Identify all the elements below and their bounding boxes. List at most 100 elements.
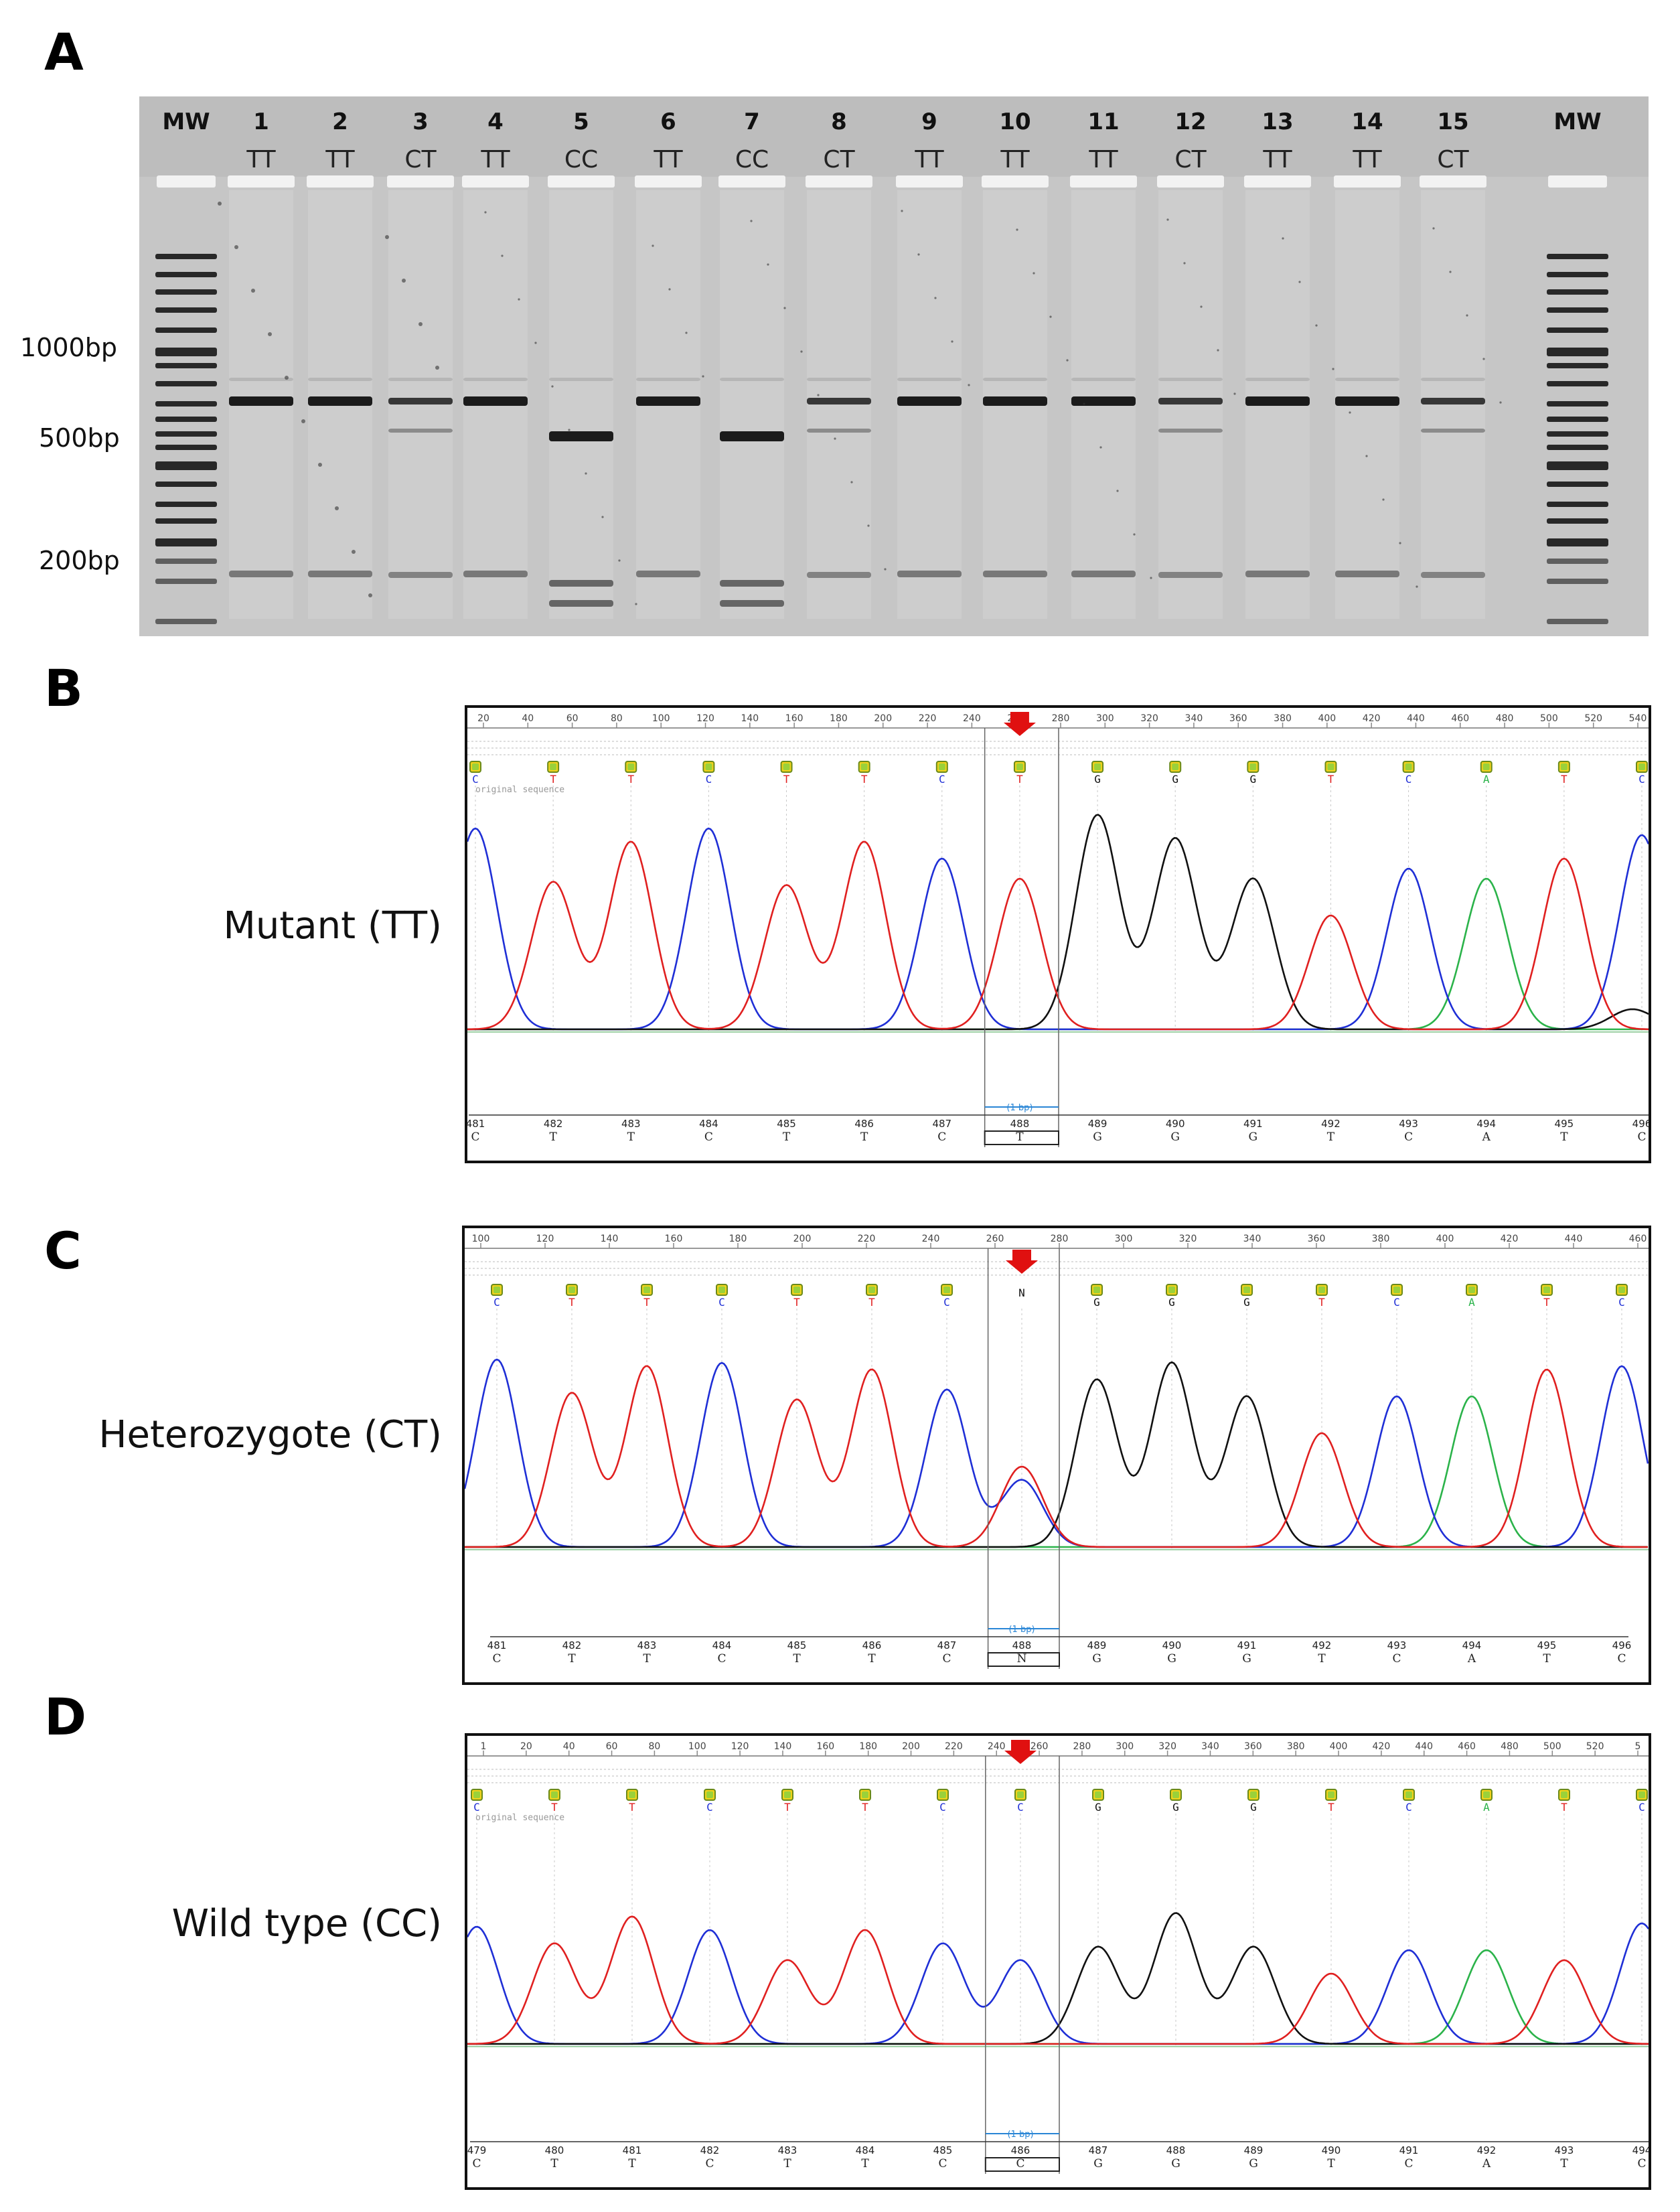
ladder-band <box>155 254 217 259</box>
sequence-base: T <box>1560 2157 1568 2170</box>
called-base: G <box>1250 773 1257 786</box>
called-base: G <box>1172 1801 1179 1814</box>
trace-T <box>465 1365 1648 1548</box>
sequence-base: C <box>938 2157 947 2170</box>
ladder-band <box>1547 445 1608 450</box>
ruler-tick-label: 220 <box>945 1741 963 1752</box>
ladder-band <box>155 482 217 487</box>
lane-label: 12 <box>1174 108 1207 135</box>
chromatogram-mutant: 2040608010012014016018020022024026028030… <box>465 705 1651 1163</box>
sample-band <box>1421 572 1485 578</box>
sequence-position: 485 <box>777 1118 796 1130</box>
called-base: T <box>551 1801 558 1814</box>
sample-band <box>229 571 293 577</box>
called-base: G <box>1095 1801 1101 1814</box>
sample-band <box>549 580 613 587</box>
ladder-band <box>155 431 217 437</box>
gel-well <box>548 175 615 188</box>
ruler-tick-label: 100 <box>652 713 670 724</box>
sequence-position: 484 <box>699 1118 718 1130</box>
chromatogram-plot: 1 20 40 60 80 100 120 140 160 180 200 220 240 260 280 3… <box>467 1740 1649 2174</box>
gel-well <box>157 175 216 188</box>
panel-letter-c: C <box>44 1221 82 1280</box>
sample-band <box>463 396 528 406</box>
ladder-band <box>155 538 217 546</box>
sequence-base: C <box>942 1652 951 1666</box>
sequence-base: T <box>627 1130 635 1144</box>
ruler-tick-label: 240 <box>988 1741 1006 1752</box>
ladder-band <box>1547 307 1608 313</box>
ruler-tick-label: 60 <box>566 713 579 724</box>
chromatogram-plot: 100 120 140 160 180 200 220 240 260 280 300 320 340 3… <box>465 1234 1649 1669</box>
trace-C <box>467 827 1649 1031</box>
called-base: C <box>1638 1801 1645 1814</box>
sample-band <box>807 398 871 404</box>
sequence-base: T <box>1327 1130 1335 1144</box>
sequence-position: 490 <box>1166 1118 1185 1130</box>
sequence-position: 485 <box>933 2144 953 2156</box>
ruler-tick-label: 80 <box>611 713 623 724</box>
lane-genotype: CT <box>404 146 437 173</box>
sequence-position: 494 <box>1632 2144 1649 2156</box>
sample-band <box>807 429 871 433</box>
called-base: A <box>1483 773 1490 786</box>
sequence-base: T <box>1318 1652 1326 1666</box>
lane-genotype: TT <box>481 146 510 173</box>
sequence-base: G <box>1249 2157 1258 2170</box>
lane-genotype: TT <box>1263 146 1292 173</box>
called-base: T <box>1328 773 1334 786</box>
lane-genotype: CC <box>735 146 769 173</box>
sample-band <box>463 571 528 577</box>
bp-marker-label: (1 bp) <box>1006 1103 1033 1113</box>
ladder-band <box>1547 254 1608 259</box>
called-base: C <box>1405 773 1412 786</box>
lane-label: MW <box>162 108 210 135</box>
sample-band <box>720 580 784 587</box>
lane-label: 13 <box>1262 108 1294 135</box>
sequence-base: C <box>717 1652 726 1666</box>
gel-well <box>806 175 872 188</box>
sequence-position: 483 <box>637 1639 657 1651</box>
ruler-tick-label: 320 <box>1140 713 1158 724</box>
ruler-tick-label: 300 <box>1115 1234 1133 1244</box>
sample-band <box>807 378 871 381</box>
sample-band <box>388 398 453 404</box>
sequence-base: G <box>1167 1652 1176 1666</box>
called-base: C <box>939 1801 946 1814</box>
sample-band <box>720 378 784 381</box>
called-base: T <box>1328 1801 1334 1814</box>
ladder-band <box>155 619 217 624</box>
sample-band <box>549 431 613 441</box>
wild-type-label: Wild type (CC) <box>171 1902 442 1945</box>
sample-band <box>1335 396 1399 406</box>
ruler-tick-label: 520 <box>1584 713 1602 724</box>
called-base: C <box>1618 1296 1625 1309</box>
ruler-tick-label: 340 <box>1185 713 1203 724</box>
sample-band <box>983 378 1047 381</box>
sample-band <box>720 600 784 607</box>
ruler-tick-label: 140 <box>774 1741 792 1752</box>
trace-A <box>467 877 1649 1031</box>
original-sequence-label: original sequence <box>475 1813 564 1823</box>
called-base: T <box>550 773 556 786</box>
sequence-base: C <box>704 1130 713 1144</box>
size-marker-200bp: 200bp <box>39 546 120 575</box>
ruler-tick-label: 120 <box>696 713 714 724</box>
gel-well <box>1548 175 1607 188</box>
sequence-base: T <box>783 2157 791 2170</box>
called-base: G <box>1093 1296 1100 1309</box>
sample-band <box>897 571 962 577</box>
sequence-base: C <box>471 1130 479 1144</box>
called-base: C <box>706 773 712 786</box>
ruler-tick-label: 440 <box>1565 1234 1583 1244</box>
called-base: T <box>784 1801 791 1814</box>
gel-well <box>307 175 374 188</box>
lane-genotype: CT <box>823 146 855 173</box>
sequence-base: C <box>705 2157 714 2170</box>
ruler-tick-label: 200 <box>793 1234 812 1244</box>
sample-band <box>1071 396 1136 406</box>
ruler-tick-label: 100 <box>688 1741 706 1752</box>
lane-genotype: CC <box>564 146 599 173</box>
lane-genotype: CT <box>1174 146 1207 173</box>
sample-band <box>1335 571 1399 577</box>
